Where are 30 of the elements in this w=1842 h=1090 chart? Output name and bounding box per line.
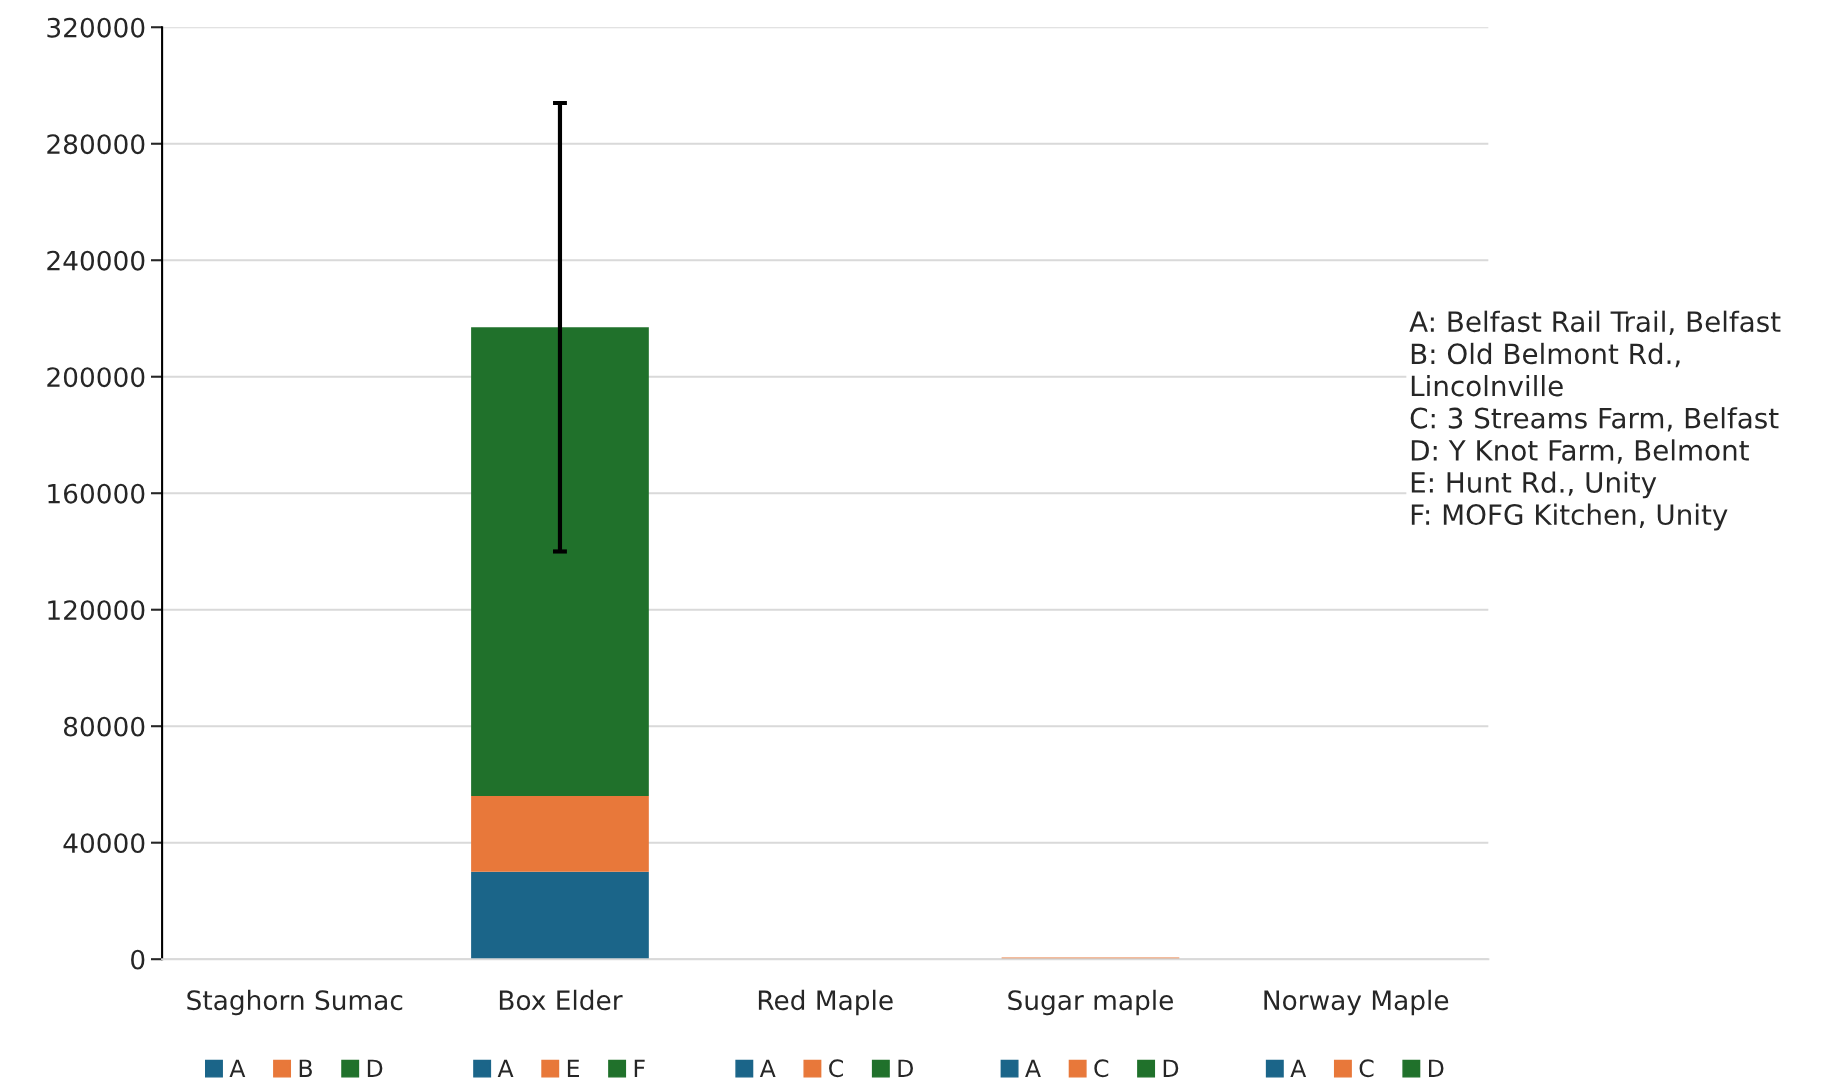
legend-label: E — [567, 1059, 580, 1077]
y-tick-label: 280000 — [47, 134, 145, 155]
text: C — [829, 1059, 843, 1078]
legend-label: C — [1094, 1059, 1109, 1078]
legend-label: F — [634, 1059, 645, 1077]
x-tick-label: Staghorn Sumac — [187, 989, 403, 1016]
x-tick-label: Sugar maple — [1008, 989, 1173, 1016]
y-tick-label: 40000 — [63, 833, 145, 854]
y-tick-label: 240000 — [47, 250, 145, 271]
text: A — [1025, 1059, 1041, 1077]
y-tick-label: 120000 — [48, 600, 145, 621]
x-tick-label: Red Maple — [758, 989, 893, 1016]
y-tick-label: 160000 — [48, 483, 145, 504]
legend-label: B — [299, 1059, 312, 1077]
text: D — [898, 1059, 913, 1077]
text: C — [1359, 1059, 1374, 1078]
x-tick-label: Norway Maple — [1264, 989, 1449, 1016]
x-tick-label: Box Elder — [499, 989, 623, 1011]
y-tick-label: 80000 — [63, 716, 145, 737]
y-tick-label: 0 — [131, 949, 145, 970]
legend-label: A — [497, 1059, 514, 1077]
text: D — [1163, 1059, 1179, 1077]
annotation: A: Belfast Rail Trail, Belfast B: Old Belmont Rd., Lincolnville C: 3 Streams Farm, Belfast D: Y Knot Farm, Belmont E: Hunt Rd., Unity F: MOFG Kitchen, Unity — [1409, 310, 1781, 531]
legend-label: D — [367, 1059, 383, 1077]
y-tick-label: 200000 — [47, 367, 145, 388]
text: A — [759, 1059, 776, 1077]
y-tick-label: 320000 — [47, 17, 145, 38]
text: D — [1429, 1059, 1444, 1077]
text: A — [1290, 1059, 1307, 1077]
text: A — [229, 1059, 246, 1077]
